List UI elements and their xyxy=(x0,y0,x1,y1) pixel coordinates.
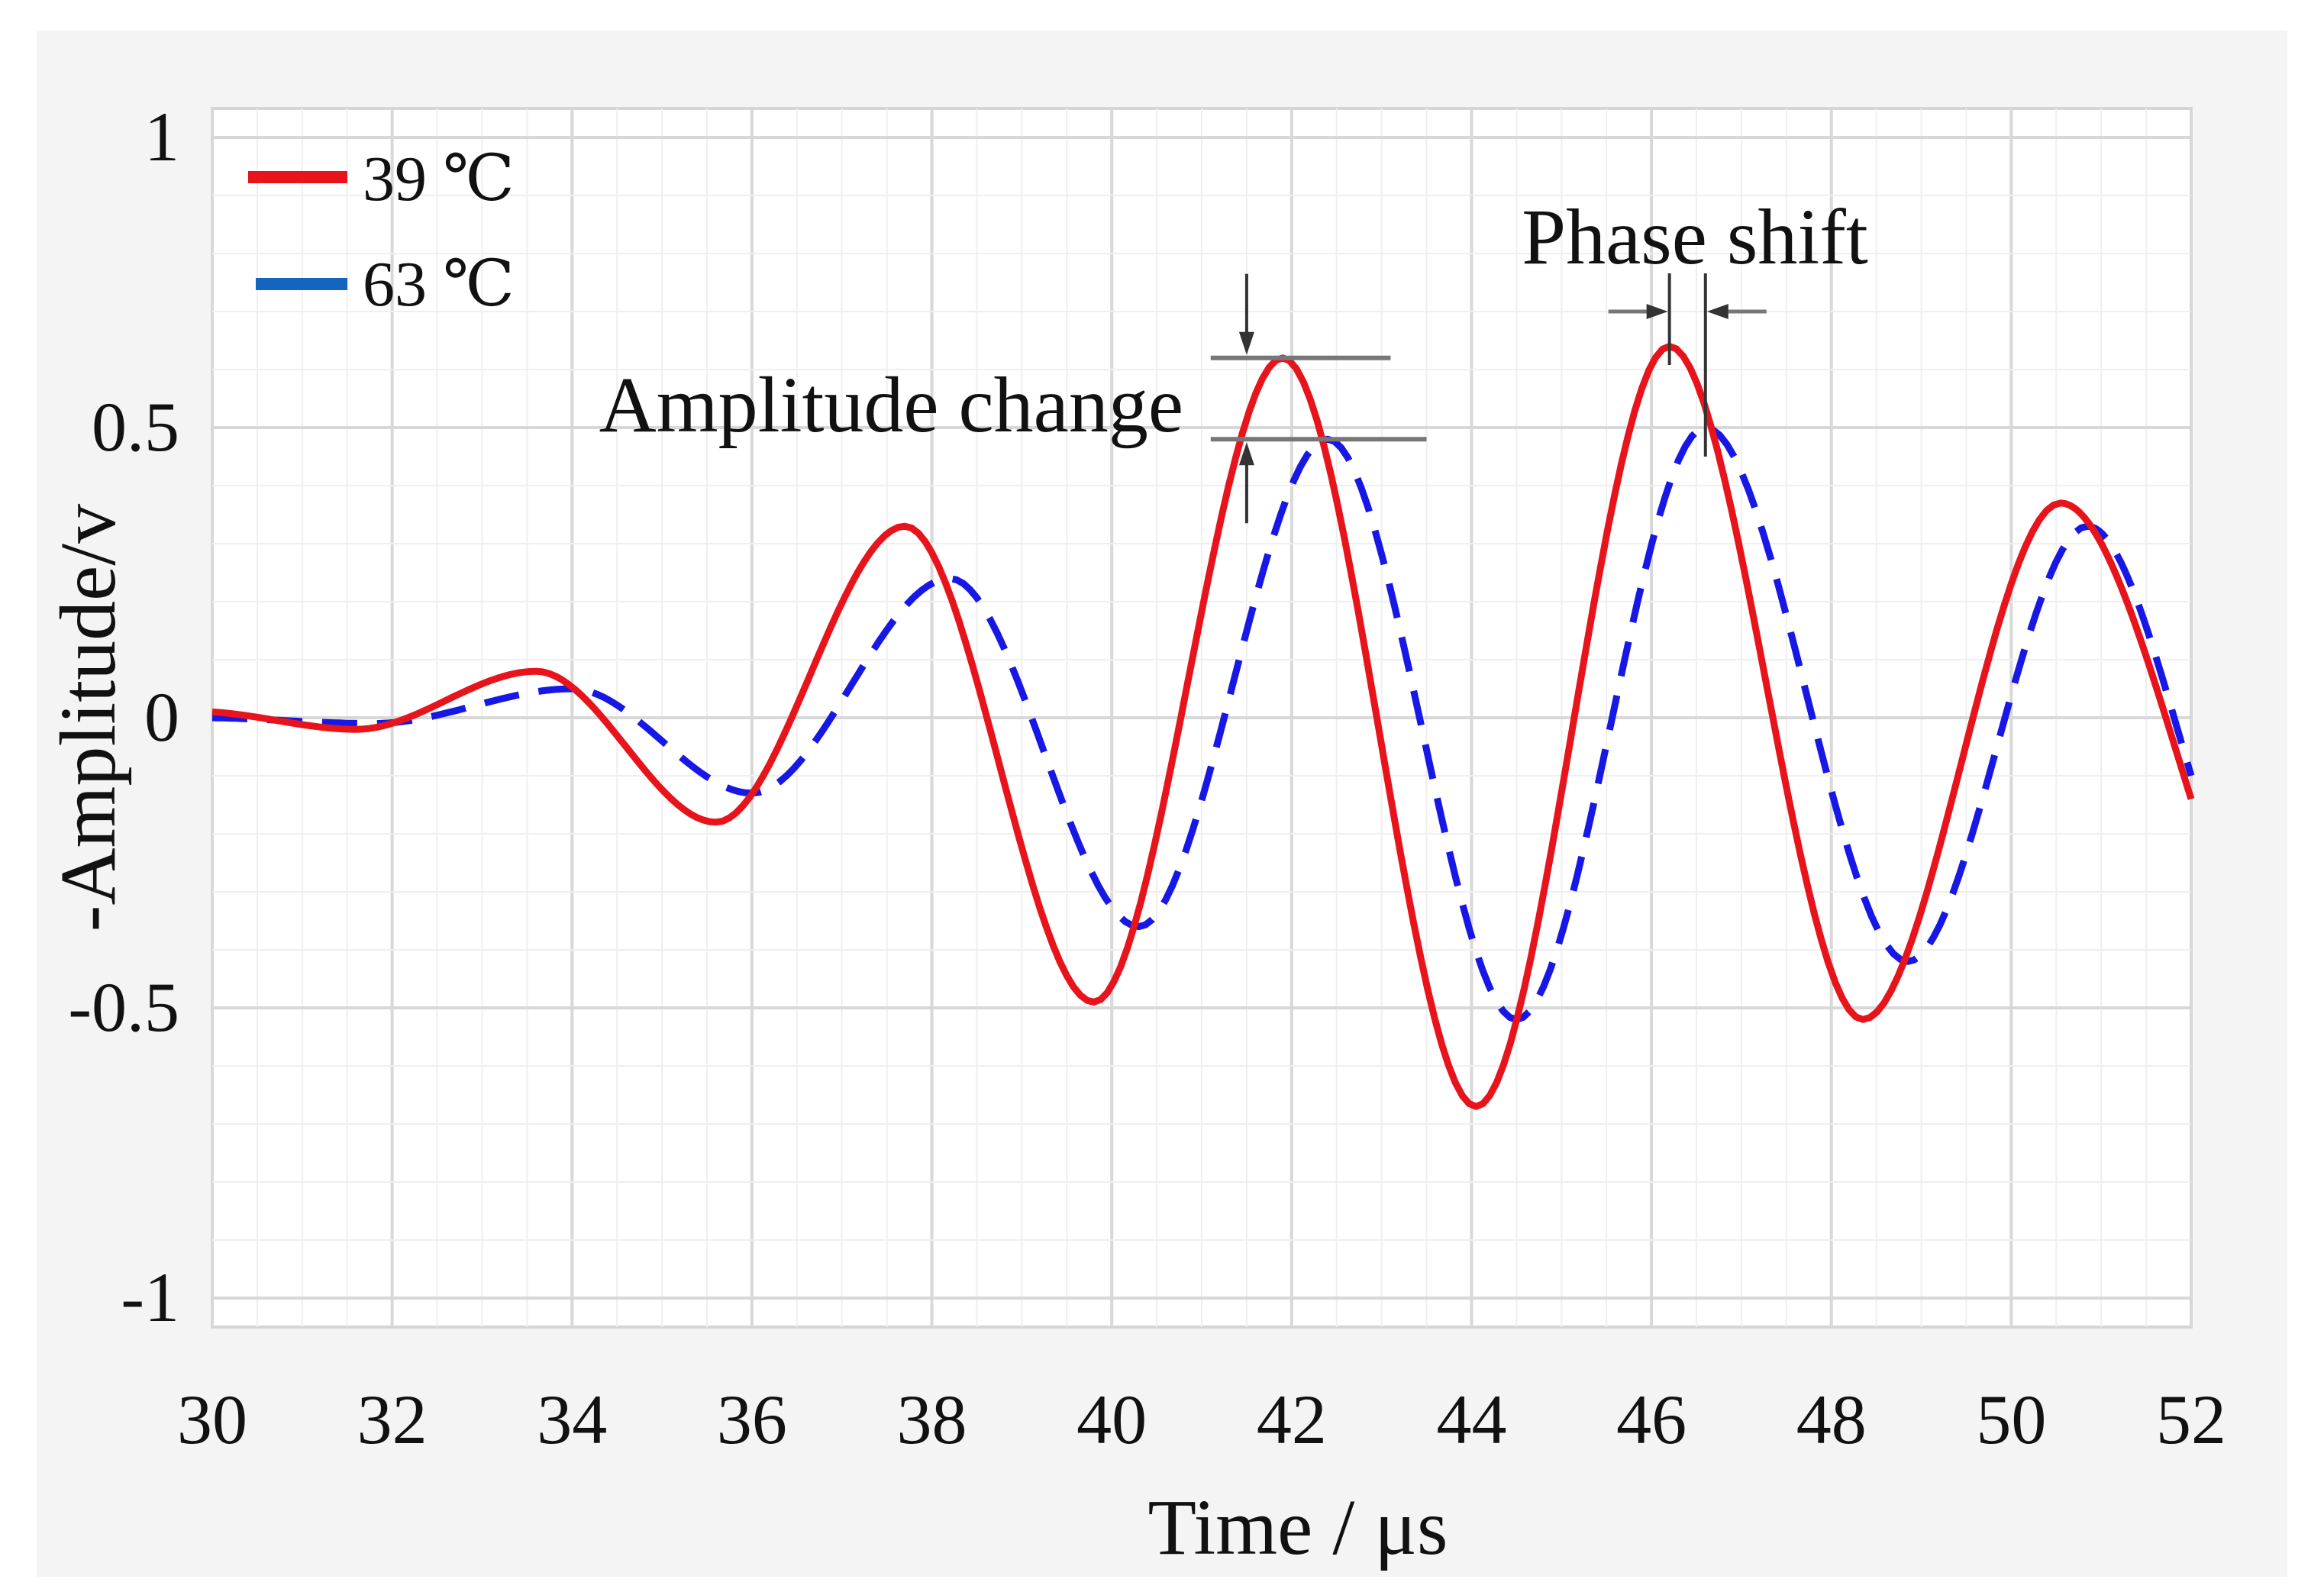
series-point xyxy=(948,577,951,580)
grid xyxy=(211,108,2193,1327)
series-line-39c xyxy=(211,343,2195,1110)
series-point xyxy=(534,670,537,673)
x-tick-label: 46 xyxy=(1616,1380,1687,1458)
x-tick-label: 34 xyxy=(537,1380,607,1458)
legend-label-39c: 39 ℃ xyxy=(363,144,515,215)
x-tick-label: 44 xyxy=(1436,1380,1506,1458)
series-point xyxy=(715,821,718,824)
arrowhead-icon xyxy=(1238,442,1254,466)
series-line-63c xyxy=(211,424,2195,1023)
series-point xyxy=(211,710,214,713)
x-tick-label: 52 xyxy=(2156,1380,2226,1458)
x-tick-label: 50 xyxy=(1976,1380,2046,1458)
legend-label-63c: 63 ℃ xyxy=(363,249,515,320)
series-point xyxy=(903,525,906,528)
x-tick-label: 42 xyxy=(1257,1380,1327,1458)
series-point xyxy=(355,728,358,731)
y-tick-label: 0 xyxy=(144,678,179,756)
y-tick-label: 1 xyxy=(144,98,179,176)
x-tick-label: 30 xyxy=(177,1380,247,1458)
series-point xyxy=(1474,1105,1477,1108)
series-point xyxy=(2059,502,2062,505)
series-point xyxy=(1093,1000,1096,1003)
series-point xyxy=(211,716,214,719)
y-tick-label: 0.5 xyxy=(92,388,179,466)
series-layer xyxy=(211,343,2195,1110)
arrowhead-icon xyxy=(1646,304,1668,319)
series-point xyxy=(2190,774,2193,777)
x-tick-label: 38 xyxy=(897,1380,967,1458)
x-axis-label: Time / μs xyxy=(1148,1484,1448,1571)
y-tick-labels: 1 0.5 0 -0.5 -1 xyxy=(68,98,179,1336)
series-point xyxy=(2190,797,2193,800)
y-axis-label: -Amplitude/v xyxy=(44,504,132,932)
arrowhead-icon xyxy=(1706,304,1728,319)
phase-shift-label: Phase shift xyxy=(1522,193,1868,281)
legend: 39 ℃ 63 ℃ xyxy=(248,144,515,320)
x-tick-labels: 30 32 34 36 38 40 42 44 46 48 50 52 xyxy=(177,1380,2226,1458)
amplitude-change-label: Amplitude change xyxy=(599,361,1183,449)
series-point xyxy=(1861,1018,1864,1021)
y-tick-label: -0.5 xyxy=(68,968,179,1046)
x-tick-label: 48 xyxy=(1796,1380,1867,1458)
x-tick-label: 32 xyxy=(357,1380,428,1458)
x-tick-label: 40 xyxy=(1076,1380,1147,1458)
annotations: Amplitude change Phase shift xyxy=(599,193,1868,524)
y-tick-label: -1 xyxy=(121,1258,179,1336)
x-tick-label: 36 xyxy=(717,1380,787,1458)
arrowhead-icon xyxy=(1238,331,1254,355)
